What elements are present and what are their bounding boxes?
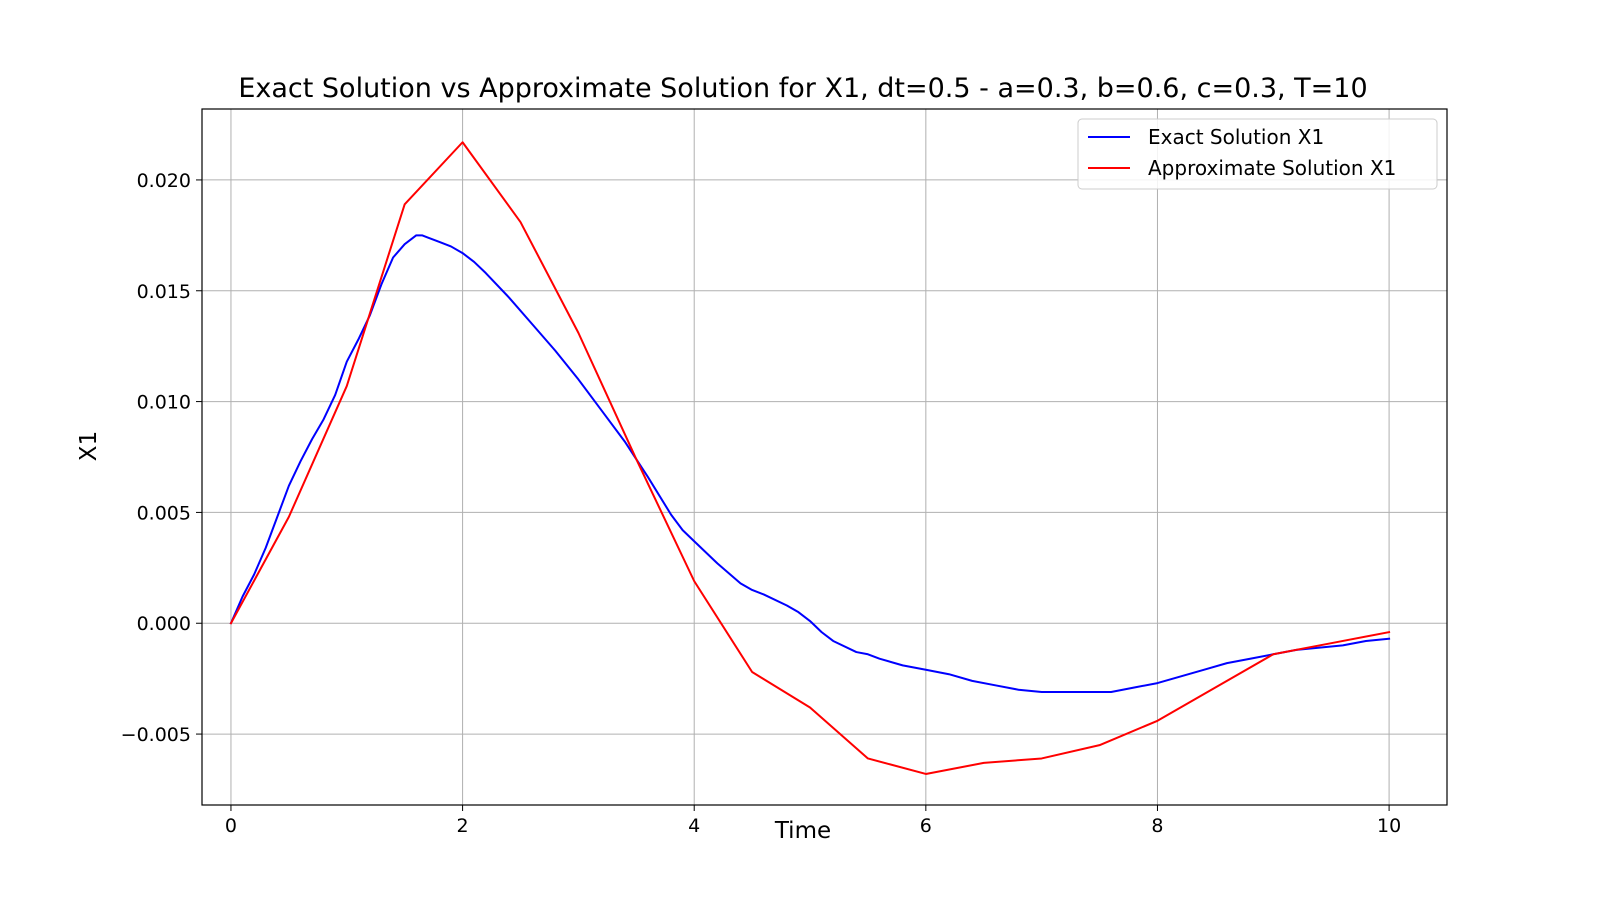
- x-tick-label: 8: [1151, 815, 1163, 837]
- x-tick-label: 6: [920, 815, 932, 837]
- y-tick-label: −0.005: [121, 724, 191, 746]
- series-layer: [229, 141, 1391, 775]
- legend: Exact Solution X1 Approximate Solution X…: [1077, 118, 1438, 190]
- chart-title: Exact Solution vs Approximate Solution f…: [238, 73, 1367, 104]
- x-tick-label: 4: [688, 815, 700, 837]
- x-tick-label: 10: [1377, 815, 1401, 837]
- y-tick-label: 0.015: [137, 281, 191, 303]
- x-tick-label: 0: [225, 815, 237, 837]
- y-tick-label: 0.005: [137, 502, 191, 524]
- exact-solution-line: [229, 234, 1391, 693]
- y-axis-title: X1: [76, 431, 102, 461]
- legend-label-exact: Exact Solution X1: [1148, 125, 1324, 149]
- x-tick-label: 2: [457, 815, 469, 837]
- legend-box: [1077, 118, 1438, 190]
- x-axis-title: Time: [774, 818, 831, 844]
- approximate-solution-line: [229, 141, 1391, 775]
- legend-label-approximate: Approximate Solution X1: [1148, 156, 1396, 180]
- y-tick-label: 0.020: [137, 170, 191, 192]
- y-tick-label: 0.010: [137, 392, 191, 414]
- grid: [202, 109, 1447, 805]
- y-tick-label: 0.000: [137, 613, 191, 635]
- plot-frame: [201, 108, 1448, 806]
- ticks: 0 2 4 6 8 10 −0.005 0.000 0.005 0.010 0.015 0.020: [121, 170, 1402, 837]
